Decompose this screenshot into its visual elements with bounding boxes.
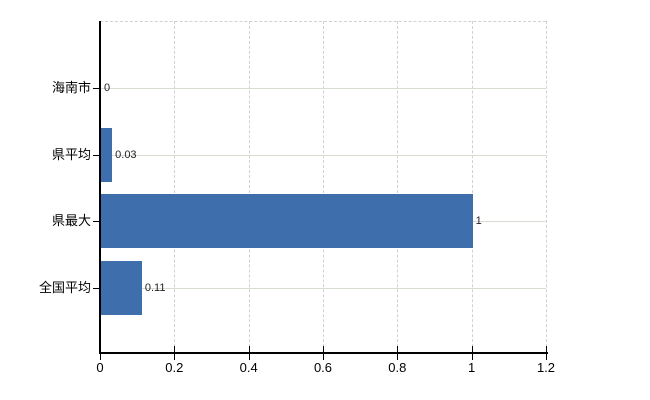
x-tick-label: 0.4 <box>239 360 258 375</box>
y-tick <box>93 88 100 89</box>
y-axis-line <box>99 21 101 354</box>
x-tick-label: 0 <box>96 360 104 375</box>
y-tick <box>93 288 100 289</box>
bar <box>101 194 473 249</box>
vertical-gridline <box>397 21 399 352</box>
x-tick <box>174 346 176 360</box>
x-tick <box>546 346 547 360</box>
y-tick <box>93 154 100 156</box>
bar <box>101 261 142 315</box>
x-tick <box>100 346 101 360</box>
x-tick <box>323 346 324 360</box>
vertical-gridline <box>323 21 324 352</box>
value-label: 1 <box>475 215 482 228</box>
horizontal-gridline <box>100 288 546 289</box>
vertical-gridline <box>546 21 547 352</box>
x-tick-label: 1.2 <box>536 360 556 375</box>
x-tick-label: 0.2 <box>165 360 184 375</box>
x-tick <box>397 346 399 360</box>
x-tick <box>248 346 250 360</box>
vertical-gridline <box>471 21 473 352</box>
horizontal-gridline <box>100 154 546 156</box>
vertical-gridline <box>174 21 176 352</box>
x-tick <box>471 346 473 360</box>
x-tick-label: 1 <box>468 360 476 375</box>
vertical-gridline <box>248 21 250 352</box>
value-label: 0 <box>104 82 111 94</box>
value-label: 0.11 <box>144 282 166 294</box>
x-tick-label: 0.8 <box>388 360 407 375</box>
category-label: 県最大 <box>51 213 91 229</box>
category-label: 海南市 <box>51 80 91 95</box>
x-tick-label: 0.6 <box>313 360 333 375</box>
value-label: 0.03 <box>115 148 137 161</box>
y-tick <box>93 221 100 223</box>
bar <box>101 127 113 182</box>
category-label: 県平均 <box>51 146 91 162</box>
category-label: 全国平均 <box>38 280 91 295</box>
horizontal-gridline <box>100 88 546 89</box>
